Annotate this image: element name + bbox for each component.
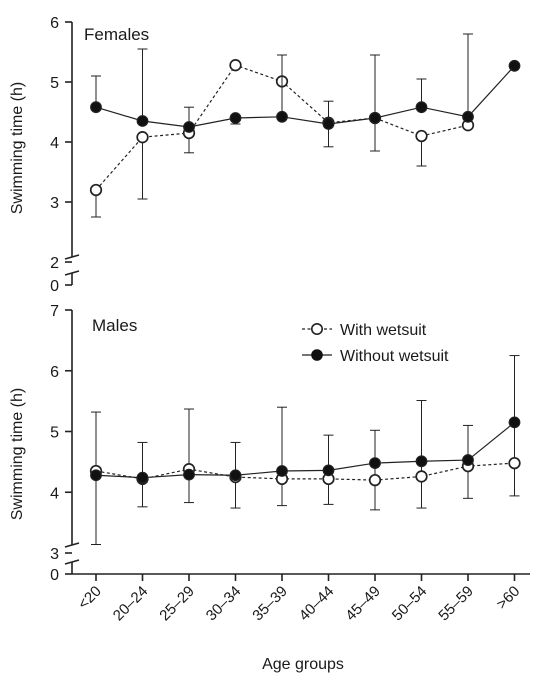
males-without-wetsuit-point bbox=[90, 469, 102, 482]
females-y-tick-label: 6 bbox=[50, 15, 59, 32]
x-tick-label: 25–29 bbox=[156, 583, 198, 625]
females-plot-area: 0 2 3 4 5 6 bbox=[50, 15, 521, 295]
x-tick-label: 20–24 bbox=[110, 583, 152, 625]
males-y-tick-label: 0 bbox=[50, 567, 59, 584]
females-with-wetsuit-point bbox=[136, 131, 149, 144]
x-tick-label: <20 bbox=[75, 583, 105, 613]
males-y-tick-label: 4 bbox=[50, 485, 59, 502]
y-axis-label-males: Swimming time (h) bbox=[9, 388, 26, 520]
x-axis-title: Age groups bbox=[262, 656, 344, 673]
females-without-wetsuit-point bbox=[369, 112, 381, 124]
panel-title-females: Females bbox=[84, 25, 149, 44]
males-without-wetsuit-point bbox=[136, 471, 149, 484]
females-without-wetsuit-point bbox=[276, 110, 288, 123]
females-axis-break-mark bbox=[64, 270, 80, 276]
x-axis: <20 20–24 25–29 30–34 35–39 40–44 45–49 50–54 55… bbox=[72, 573, 530, 625]
females-y-tick-label: 2 bbox=[50, 255, 59, 272]
x-tick-label: 50–54 bbox=[389, 583, 431, 625]
females-without-wetsuit-point bbox=[136, 115, 149, 127]
males-without-wetsuit-point bbox=[229, 469, 242, 482]
males-axis-break-mark bbox=[64, 559, 80, 565]
females-without-wetsuit-point bbox=[462, 110, 474, 123]
legend-without-wetsuit-label: Without wetsuit bbox=[340, 348, 449, 365]
legend-with-wetsuit-marker bbox=[310, 322, 323, 335]
males-without-wetsuit-point bbox=[276, 465, 288, 477]
females-without-wetsuit-line bbox=[95, 65, 515, 128]
panel-title-males: Males bbox=[92, 316, 137, 335]
males-without-wetsuit-line bbox=[95, 421, 515, 479]
females-without-wetsuit-point bbox=[322, 118, 335, 130]
x-tick-label: 35–39 bbox=[249, 583, 291, 625]
males-without-wetsuit-point bbox=[415, 455, 428, 468]
females-y-tick-label: 3 bbox=[50, 195, 59, 212]
males-y-tick-label: 3 bbox=[50, 546, 59, 563]
females-without-wetsuit-point bbox=[508, 59, 521, 72]
y-axis-label-females: Swimming time (h) bbox=[9, 82, 26, 214]
females-without-wetsuit-point bbox=[415, 101, 428, 114]
males-y-tick-label: 7 bbox=[50, 303, 59, 320]
females-axis-break-mark bbox=[64, 254, 80, 260]
males-with-wetsuit-point bbox=[415, 470, 428, 483]
x-tick-label: 30–34 bbox=[203, 583, 245, 625]
legend: With wetsuit Without wetsuit bbox=[302, 322, 449, 365]
males-with-wetsuit-point bbox=[508, 456, 521, 470]
x-tick-label: 40–44 bbox=[296, 583, 338, 625]
females-without-wetsuit-point bbox=[183, 121, 195, 133]
legend-without-wetsuit-marker bbox=[311, 349, 323, 361]
males-axis-break-mark bbox=[64, 542, 80, 548]
males-without-wetsuit-point bbox=[462, 454, 474, 466]
females-without-wetsuit-point bbox=[90, 101, 102, 114]
females-with-wetsuit-point bbox=[229, 59, 242, 72]
males-y-tick-label: 5 bbox=[50, 425, 59, 442]
females-with-wetsuit-point bbox=[415, 129, 428, 143]
females-with-wetsuit-point bbox=[89, 183, 103, 197]
females-y-tick-label: 0 bbox=[50, 278, 59, 295]
x-tick-label: >60 bbox=[493, 583, 523, 613]
females-y-tick-label: 5 bbox=[50, 75, 59, 92]
x-tick-label: 45–49 bbox=[342, 583, 384, 625]
x-tick-label: 55–59 bbox=[435, 583, 477, 625]
males-plot-area: 0 3 4 5 6 7 bbox=[50, 303, 521, 584]
males-with-wetsuit-line bbox=[95, 462, 515, 481]
males-y-tick-label: 6 bbox=[50, 364, 59, 381]
females-without-wetsuit-point bbox=[229, 112, 242, 124]
males-with-wetsuit-point bbox=[368, 473, 382, 487]
legend-with-wetsuit-label: With wetsuit bbox=[340, 322, 427, 339]
males-without-wetsuit-point bbox=[369, 457, 381, 469]
males-without-wetsuit-point bbox=[322, 464, 335, 477]
males-without-wetsuit-point bbox=[508, 416, 521, 429]
males-without-wetsuit-point bbox=[183, 468, 195, 481]
females-y-tick-label: 4 bbox=[50, 135, 59, 152]
